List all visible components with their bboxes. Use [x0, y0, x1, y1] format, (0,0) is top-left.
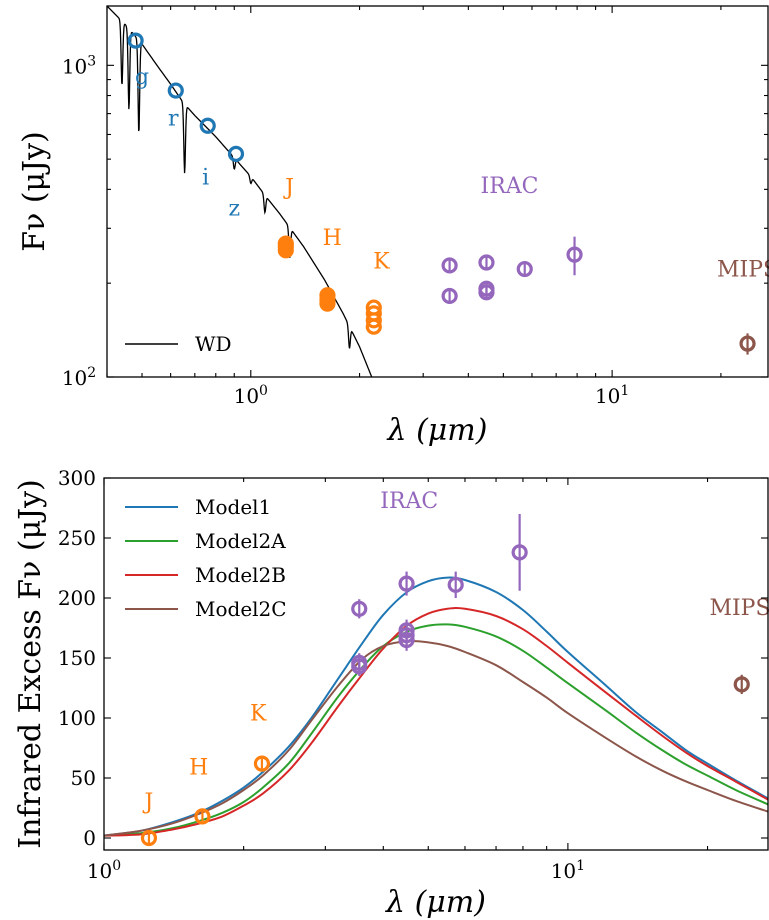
band-label: IRAC: [481, 174, 539, 199]
top-panel: gr iz J H K IRAC MIPS 100 101 102 103 WD λ (μm) Fν (μ…: [17, 5, 769, 448]
y-tick-label: 300: [58, 466, 96, 490]
legend-label: WD: [195, 332, 232, 356]
data-point-j: [140, 829, 158, 847]
data-point-k: [365, 299, 382, 316]
x-tick-label: 101: [595, 383, 629, 408]
band-label: g: [135, 65, 149, 90]
x-tick-label: 100: [87, 858, 121, 883]
data-point-irac: [511, 544, 528, 561]
band-label: H: [323, 226, 342, 251]
y-tick-label: 200: [58, 586, 96, 610]
data-point-irac: [478, 254, 495, 271]
x-axis-label: λ (μm): [385, 885, 486, 920]
data-point-h: [319, 287, 336, 304]
data-point-optical: [227, 145, 245, 162]
data-point-k: [365, 305, 382, 322]
model-curve-model2b: [104, 607, 768, 837]
data-point-irac: [398, 575, 415, 592]
data-point-irac: [478, 284, 495, 301]
y-axis-label: Infrared Excess Fν (μJy): [13, 479, 48, 849]
data-point-optical: [127, 32, 144, 49]
y-tick-label: 250: [58, 526, 96, 550]
band-label: z: [228, 196, 240, 221]
data-point-optical: [167, 82, 184, 99]
legend-label: Model2B: [195, 563, 286, 587]
bottom-panel: J H K IRAC MIPS 100 101 0 50 100 150 200 250 300 Model…: [13, 466, 769, 920]
legend-label: Model2C: [195, 597, 287, 621]
bottom-axes-frame: [103, 477, 769, 851]
y-tick-label: 50: [71, 766, 96, 790]
band-label: K: [250, 701, 267, 726]
y-tick-label: 100: [58, 706, 96, 730]
data-point-irac: [351, 600, 368, 617]
data-point-irac: [398, 631, 415, 649]
wd-model-line: [107, 6, 373, 377]
band-label: J: [283, 176, 294, 201]
data-point-mips: [739, 335, 756, 352]
band-label: J: [143, 790, 154, 815]
band-label: i: [202, 165, 209, 190]
data-point-optical: [199, 117, 216, 134]
y-tick-label: 102: [62, 365, 96, 390]
y-tick-label: 103: [62, 53, 96, 78]
y-tick-label: 0: [83, 826, 96, 850]
data-point-h: [194, 808, 211, 825]
x-tick-label: 101: [551, 858, 585, 883]
model-curve-model2c: [104, 640, 768, 837]
data-point-irac: [441, 257, 458, 274]
x-tick-label: 100: [234, 383, 268, 408]
band-label: MIPS: [717, 258, 769, 283]
band-label: MIPS: [709, 596, 769, 621]
data-point-irac: [351, 658, 368, 675]
band-label: IRAC: [380, 489, 438, 514]
data-point-irac: [447, 576, 464, 593]
legend-label: Model2A: [195, 529, 286, 553]
top-axes-frame: [106, 5, 769, 378]
data-point-irac: [516, 260, 533, 278]
legend-label: Model1: [195, 495, 271, 519]
y-tick-label: 150: [58, 646, 96, 670]
data-point-mips: [733, 676, 750, 693]
band-label: H: [189, 755, 208, 780]
x-axis-label: λ (μm): [387, 413, 488, 448]
model-curve-model2a: [104, 623, 768, 837]
data-point-irac: [566, 246, 583, 263]
data-point-irac: [441, 287, 458, 305]
y-axis-label: Fν (μJy): [17, 131, 52, 251]
data-point-j: [277, 235, 294, 252]
band-label: r: [168, 107, 179, 132]
model-curve-model1: [104, 576, 768, 837]
data-point-k: [253, 755, 271, 772]
band-label: K: [373, 249, 390, 274]
